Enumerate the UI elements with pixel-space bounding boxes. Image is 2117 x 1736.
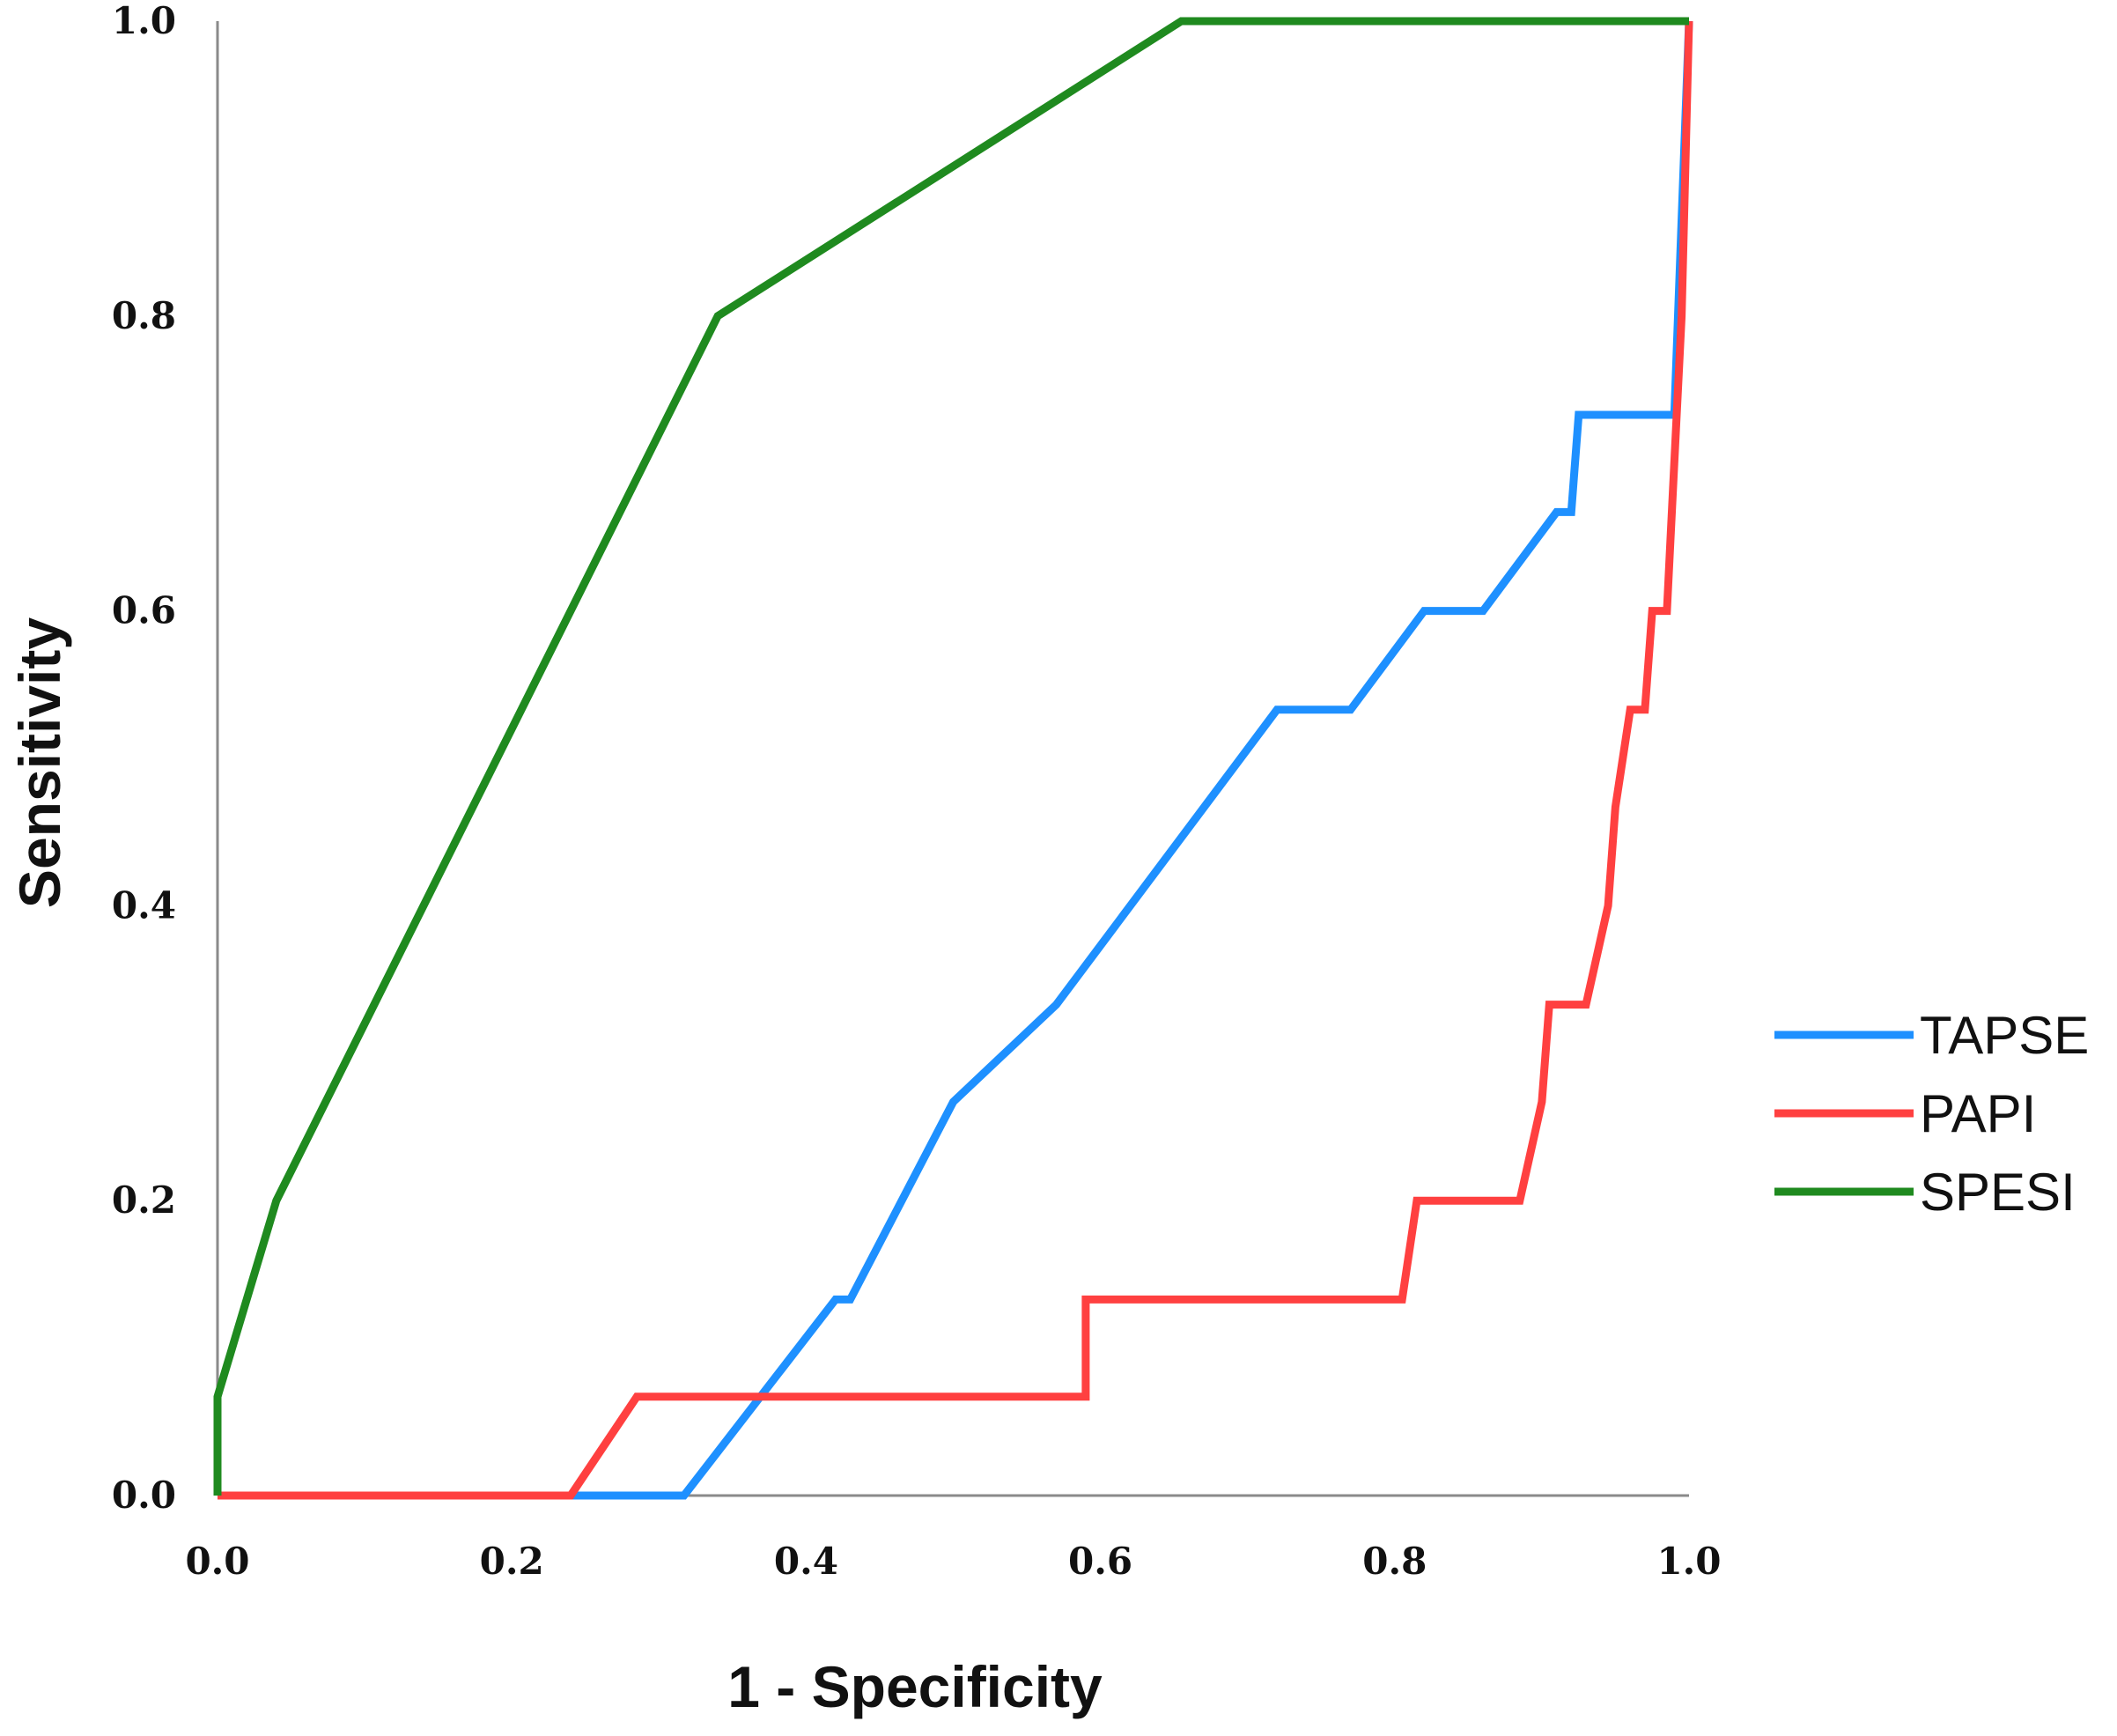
legend: TAPSE PAPI SPESI — [1774, 1006, 2089, 1222]
axes — [216, 21, 1689, 1497]
x-tick-label: 0.4 — [774, 1540, 838, 1583]
series-line-papi — [218, 20, 1693, 1500]
legend-item-spesi: SPESI — [1774, 1163, 2076, 1222]
y-tick-label: 0.0 — [112, 1474, 176, 1517]
legend-label: TAPSE — [1920, 1006, 2089, 1065]
x-axis-title: 1 - Specificity — [727, 1654, 1103, 1719]
x-tick-label: 0.2 — [480, 1540, 544, 1583]
x-tick-label: 0.6 — [1068, 1540, 1132, 1583]
series-line-spesi — [213, 17, 1689, 1496]
y-axis-title: Sensitivity — [7, 617, 72, 908]
x-tick-label: 1.0 — [1656, 1540, 1721, 1583]
y-tick-label: 0.4 — [112, 883, 176, 927]
x-tick-label: 0.0 — [185, 1540, 249, 1583]
legend-label: SPESI — [1920, 1163, 2076, 1222]
series-line-tapse — [571, 20, 1693, 1500]
y-tick-label: 0.2 — [112, 1178, 176, 1222]
x-tick-label: 0.8 — [1362, 1540, 1427, 1583]
tick-labels: 0.0 0.2 0.4 0.6 0.8 1.0 0.0 0.2 0.4 0.6 0.8 1.0 — [112, 0, 1722, 1583]
series-layer — [213, 17, 1693, 1500]
y-tick-label: 0.6 — [112, 589, 176, 632]
y-tick-label: 1.0 — [112, 0, 176, 42]
y-tick-label: 0.8 — [112, 294, 176, 337]
legend-label: PAPI — [1920, 1084, 2036, 1143]
legend-item-papi: PAPI — [1774, 1084, 2036, 1143]
legend-item-tapse: TAPSE — [1774, 1006, 2089, 1065]
